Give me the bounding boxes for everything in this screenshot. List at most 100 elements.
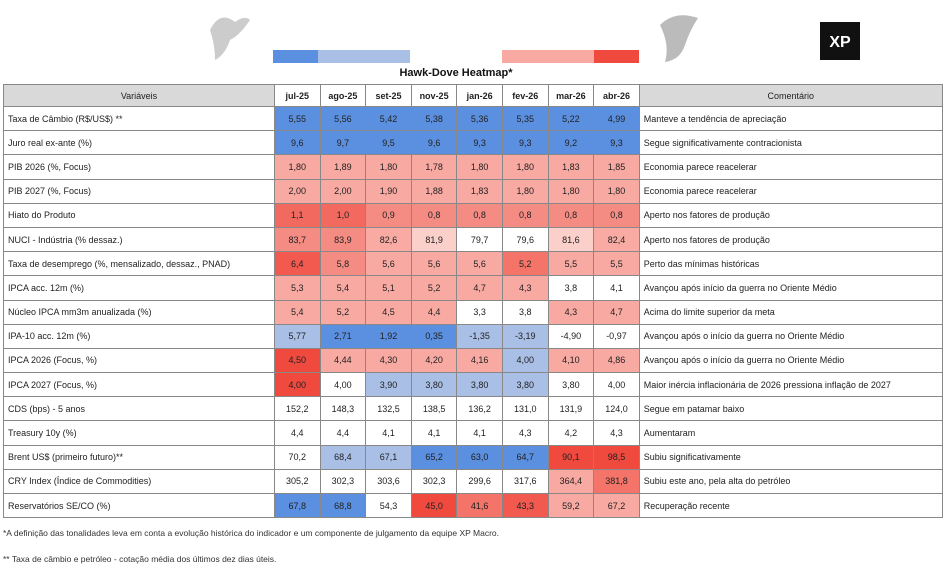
row-label: IPCA 2026 (Focus, %) — [3, 347, 275, 374]
heat-cell: 152,2 — [274, 396, 321, 422]
row-label: CDS (bps) - 5 anos — [3, 396, 275, 422]
row-comment: Manteve a tendência de apreciação — [638, 105, 943, 132]
month-header: nov-25 — [410, 84, 458, 107]
heat-cell: 1,1 — [274, 202, 321, 228]
heat-cell: 4,50 — [274, 347, 321, 374]
heat-cell: 0,8 — [547, 202, 595, 228]
row-comment: Subiu significativamente — [638, 444, 943, 470]
heat-cell: -3,19 — [501, 323, 549, 349]
heat-cell: 124,0 — [593, 396, 640, 422]
heat-cell: 4,00 — [274, 372, 321, 398]
heat-cell: 302,3 — [319, 468, 367, 495]
heat-cell: 1,89 — [319, 154, 367, 180]
heat-cell: 5,56 — [319, 105, 367, 132]
row-label: Taxa de desemprego (%, mensalizado, dess… — [3, 251, 275, 277]
heat-cell: 9,3 — [501, 130, 549, 156]
table-row: Brent US$ (primeiro futuro)** 70,2 68,4 67,… — [3, 444, 943, 470]
heat-cell: 5,2 — [410, 275, 458, 301]
row-comment: Economia parece reacelerar — [638, 178, 943, 204]
heat-cell: 4,2 — [547, 420, 595, 446]
row-label: Reservatórios SE/CO (%) — [3, 492, 275, 519]
row-comment: Avançou após o início da guerra no Orien… — [638, 347, 943, 374]
heat-cell: 70,2 — [274, 444, 321, 470]
heat-cell: 5,2 — [319, 299, 367, 325]
heat-cell: 9,7 — [319, 130, 367, 156]
heat-cell: 4,3 — [501, 275, 549, 301]
heat-cell: 5,77 — [274, 323, 321, 349]
row-comment: Aperto nos fatores de produção — [638, 202, 943, 228]
heat-cell: 9,3 — [593, 130, 640, 156]
heat-cell: 9,2 — [547, 130, 595, 156]
heat-cell: 4,20 — [410, 347, 458, 374]
title: Hawk-Dove Heatmap* — [399, 67, 513, 79]
heat-cell: 4,1 — [456, 420, 503, 446]
heat-cell: 3,80 — [501, 372, 549, 398]
dove-icon — [210, 17, 250, 60]
heat-cell: 4,3 — [547, 299, 595, 325]
heat-cell: 1,80 — [501, 178, 549, 204]
heat-cell: 79,6 — [501, 226, 549, 253]
month-header: jan-26 — [456, 84, 503, 107]
heat-cell: 6,4 — [274, 251, 321, 277]
footnote: *A definição das tonalidades leva em con… — [3, 528, 499, 538]
heat-cell: 4,00 — [319, 372, 367, 398]
heat-cell: 5,6 — [410, 251, 458, 277]
table-row: PIB 2027 (%, Focus) 2,00 2,00 1,90 1,88 1,83 1… — [3, 178, 943, 204]
heat-cell: 3,8 — [501, 299, 549, 325]
heat-cell: 1,92 — [365, 323, 412, 349]
heat-cell: 4,00 — [593, 372, 640, 398]
table-row: IPA-10 acc. 12m (%) 5,77 2,71 1,92 0,35 -1,35… — [3, 323, 943, 349]
heat-cell: 4,4 — [274, 420, 321, 446]
heat-cell: 5,5 — [547, 251, 595, 277]
heat-cell: 1,83 — [456, 178, 503, 204]
row-comment: Recuperação recente — [638, 492, 943, 519]
heat-cell: 0,9 — [365, 202, 412, 228]
heat-cell: 138,5 — [410, 396, 458, 422]
row-label: CRY Index (Índice de Commodities) — [3, 468, 275, 495]
heat-cell: 4,99 — [593, 105, 640, 132]
heat-cell: 1,0 — [319, 202, 367, 228]
row-comment: Aperto nos fatores de produção — [638, 226, 943, 253]
month-header: abr-26 — [593, 84, 640, 107]
heat-cell: 5,38 — [410, 105, 458, 132]
table-row: Núcleo IPCA mm3m anualizada (%) 5,4 5,2 4,5… — [3, 299, 943, 325]
heat-cell: 1,78 — [410, 154, 458, 180]
heat-cell: 4,4 — [410, 299, 458, 325]
heat-cell: 4,1 — [410, 420, 458, 446]
heat-cell: 5,8 — [319, 251, 367, 277]
heat-cell: 317,6 — [501, 468, 549, 495]
row-label: PIB 2027 (%, Focus) — [3, 178, 275, 204]
header-graphics: XP Hawk-Dove Heatmap* — [210, 15, 860, 79]
heat-cell: 67,1 — [365, 444, 412, 470]
heat-cell: 0,8 — [501, 202, 549, 228]
heat-cell: 82,6 — [365, 226, 412, 253]
heat-cell: 4,4 — [319, 420, 367, 446]
month-header: mar-26 — [547, 84, 595, 107]
heat-cell: 4,16 — [456, 347, 503, 374]
heat-cell: 5,36 — [456, 105, 503, 132]
heat-cell: 67,8 — [274, 492, 321, 519]
row-comment: Segue significativamente contracionista — [638, 130, 943, 156]
heat-cell: 4,00 — [501, 347, 549, 374]
heat-cell: 1,80 — [456, 154, 503, 180]
table-row: PIB 2026 (%, Focus) 1,80 1,89 1,80 1,78 1,80 1… — [3, 154, 943, 180]
heat-cell: 4,86 — [593, 347, 640, 374]
heat-cell: 4,7 — [456, 275, 503, 301]
heat-cell: 45,0 — [410, 492, 458, 519]
heat-cell: 2,00 — [274, 178, 321, 204]
heat-cell: 43,3 — [501, 492, 549, 519]
heat-cell: 131,0 — [501, 396, 549, 422]
heat-cell: 67,2 — [593, 492, 640, 519]
month-header: fev-26 — [501, 84, 549, 107]
heat-cell: 1,80 — [547, 178, 595, 204]
row-comment: Avançou após início da guerra no Oriente… — [638, 275, 943, 301]
heat-cell: 9,6 — [410, 130, 458, 156]
heat-cell: 63,0 — [456, 444, 503, 470]
month-header: jul-25 — [274, 84, 321, 107]
table-row: NUCI - Indústria (% dessaz.) 83,7 83,9 82,6… — [3, 226, 943, 253]
heat-cell: 83,7 — [274, 226, 321, 253]
row-comment: Subiu este ano, pela alta do petróleo — [638, 468, 943, 495]
heat-cell: 4,7 — [593, 299, 640, 325]
heat-cell: 4,1 — [593, 275, 640, 301]
legend-bar — [318, 50, 410, 63]
